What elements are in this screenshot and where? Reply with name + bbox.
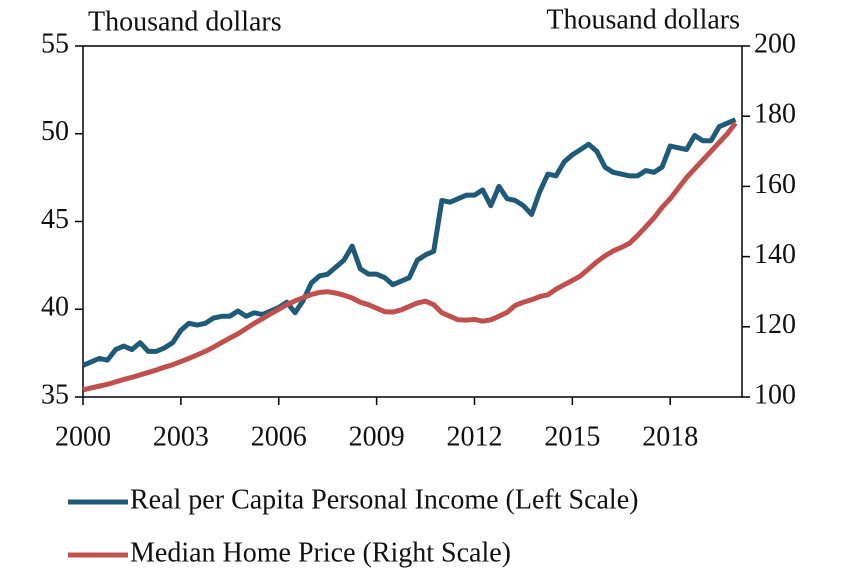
y2-tick-label: 140 bbox=[754, 239, 796, 270]
legend-label: Median Home Price (Right Scale) bbox=[130, 537, 511, 568]
x-tick-label: 2015 bbox=[544, 421, 600, 452]
x-tick-label: 2000 bbox=[55, 421, 111, 452]
y-tick-label: 35 bbox=[41, 379, 69, 410]
x-tick-label: 2003 bbox=[153, 421, 209, 452]
legend-label: Real per Capita Personal Income (Left Sc… bbox=[130, 484, 638, 515]
x-tick-label: 2012 bbox=[446, 421, 502, 452]
x-tick-label: 2018 bbox=[642, 421, 698, 452]
y2-tick-label: 160 bbox=[754, 169, 796, 200]
plot-frame bbox=[82, 45, 743, 398]
x-tick-label: 2009 bbox=[349, 421, 405, 452]
x-tick-label: 2006 bbox=[251, 421, 307, 452]
y2-tick-label: 200 bbox=[754, 28, 796, 59]
series-line bbox=[82, 121, 738, 393]
y-axis-label: Thousand dollars bbox=[88, 6, 282, 37]
y2-axis-label: Thousand dollars bbox=[546, 4, 740, 35]
y-tick-label: 55 bbox=[41, 28, 69, 59]
y-tick-label: 40 bbox=[41, 292, 69, 323]
y2-tick-label: 100 bbox=[754, 379, 796, 410]
series-line bbox=[82, 117, 737, 368]
y2-tick-label: 120 bbox=[754, 309, 796, 340]
y-tick-label: 45 bbox=[41, 204, 69, 235]
y2-tick-label: 180 bbox=[754, 99, 796, 130]
y-tick-label: 50 bbox=[41, 116, 69, 147]
